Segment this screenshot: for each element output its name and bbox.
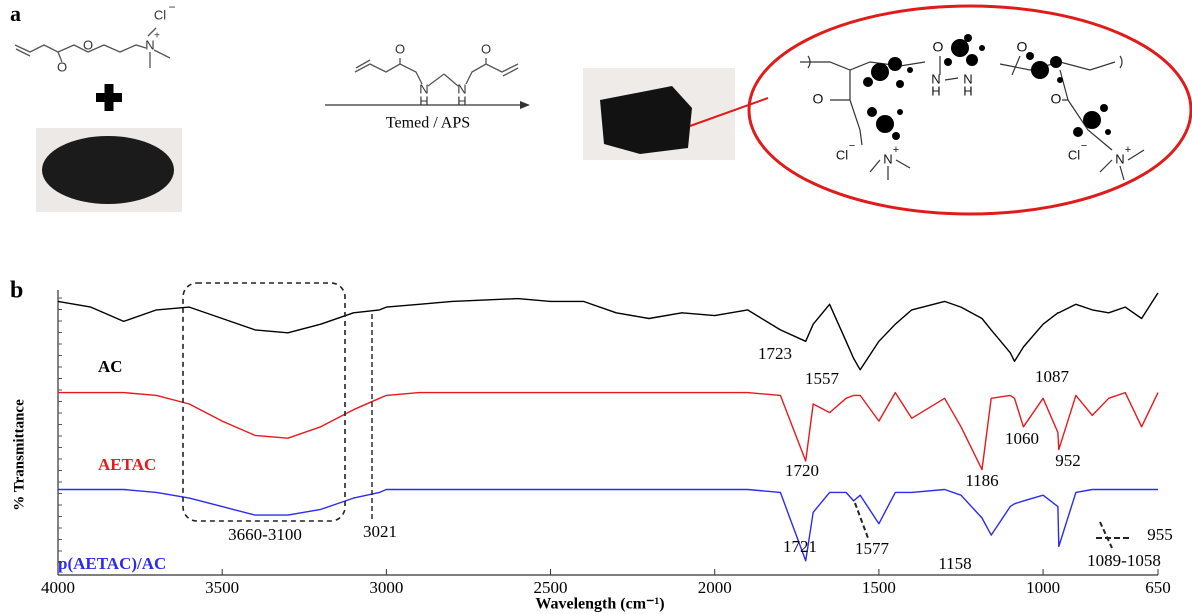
panel-label: a [10,1,21,26]
peak-annotation: 3660-3100 [228,525,302,544]
atom-label: O [83,37,93,52]
peak-annotation: 1060 [1005,429,1039,448]
leader-line [1099,521,1113,549]
spectrum-line [58,488,1158,562]
peak-annotation: 1087 [1035,367,1070,386]
atom-label: − [168,0,175,14]
monomer-bonds [14,27,171,68]
gel-piece [600,86,692,154]
atom-label: O [395,41,405,56]
crosslinker-bonds [354,58,519,87]
atom-label: O [1051,91,1062,107]
highlight-box [182,282,346,522]
x-tick-label: 4000 [41,578,75,597]
x-tick-label: 2000 [698,578,732,597]
series-label: p(AETAC)/AC [58,554,166,573]
leader-line [854,502,869,539]
atom-label: + [893,144,899,156]
atom-label: Cl [154,7,166,22]
atom-label: N [457,81,466,96]
atom-label: N [145,37,154,52]
arrow-head [520,101,530,109]
atom-label: N [963,71,972,86]
peak-annotation: 952 [1055,451,1081,470]
atom-label: H [931,83,940,98]
panel-label: b [10,278,23,304]
x-tick-label: 1000 [1026,578,1060,597]
atom-label: + [1125,144,1131,156]
x-tick-label: 2500 [534,578,568,597]
peak-annotation: 1721 [783,537,817,556]
atom-label: N [883,151,892,166]
series-label: AETAC [98,455,156,474]
atom-label: O [933,39,944,55]
x-tick-label: 3500 [205,578,239,597]
x-tick-label: 650 [1145,578,1171,597]
peak-annotation: 1557 [805,369,840,388]
atom-label: N [931,71,940,86]
atom-label: O [481,41,491,56]
zoom-circle [747,4,1192,216]
peak-annotation: 1186 [965,471,998,490]
spectrum-line [58,391,1159,471]
atom-label: + [154,31,160,42]
atom-label: O [813,91,824,107]
atom-label: H [419,93,428,108]
atom-label: − [1081,140,1087,152]
peak-annotation: 1577 [855,539,890,558]
peak-annotation: 3021 [363,522,397,541]
atom-label: Cl [1068,147,1080,162]
x-axis-label: Wavelength (cm⁻¹) [535,596,664,613]
peak-annotation: 1723 [758,344,792,363]
y-axis-label: % Transmittance [11,399,27,511]
ac-powder [42,136,174,204]
atom-label: O [1017,39,1028,55]
carbon-particles [863,34,1111,140]
atom-label: N [1115,151,1124,166]
atom-label: H [963,83,972,98]
atom-label: − [849,140,855,152]
peak-annotation: 1089-1058 [1087,551,1161,570]
atom-label: H [457,93,466,108]
peak-annotation: 1720 [785,461,819,480]
atom-label: O [57,59,67,74]
zoom-line [689,97,769,127]
plus-sign [96,84,122,111]
peak-annotation: 955 [1147,525,1173,544]
atom-label: Cl [836,147,848,162]
atom-label: N [419,81,428,96]
series-label: AC [98,357,123,376]
x-tick-label: 1500 [862,578,896,597]
x-tick-label: 3000 [369,578,403,597]
reaction-conditions: Temed / APS [386,115,470,132]
peak-annotation: 1158 [938,554,971,573]
spectrum-line [57,292,1159,371]
